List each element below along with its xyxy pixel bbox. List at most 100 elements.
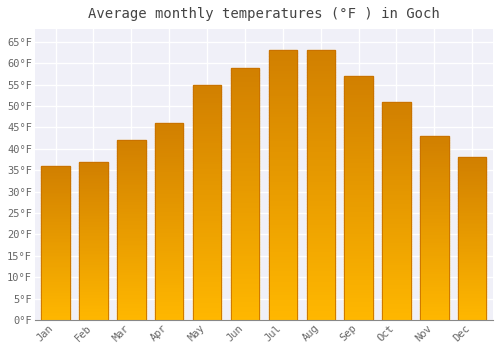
Bar bbox=[230, 189, 259, 191]
Bar bbox=[79, 274, 108, 276]
Bar bbox=[117, 144, 145, 146]
Bar bbox=[382, 165, 410, 167]
Bar bbox=[117, 207, 145, 209]
Bar bbox=[155, 279, 184, 281]
Bar bbox=[117, 171, 145, 173]
Bar bbox=[193, 296, 222, 299]
Bar bbox=[42, 232, 70, 234]
Bar bbox=[420, 198, 448, 201]
Bar bbox=[306, 99, 335, 102]
Bar bbox=[230, 80, 259, 83]
Bar bbox=[42, 269, 70, 271]
Bar bbox=[268, 263, 297, 266]
Bar bbox=[79, 163, 108, 165]
Bar bbox=[344, 132, 373, 135]
Bar bbox=[79, 244, 108, 246]
Bar bbox=[230, 146, 259, 148]
Bar bbox=[193, 134, 222, 136]
Bar bbox=[230, 272, 259, 274]
Bar bbox=[193, 268, 222, 271]
Bar bbox=[230, 68, 259, 320]
Bar bbox=[155, 269, 184, 271]
Bar bbox=[458, 229, 486, 231]
Bar bbox=[117, 241, 145, 243]
Bar bbox=[42, 191, 70, 192]
Bar bbox=[117, 255, 145, 257]
Bar bbox=[344, 205, 373, 208]
Bar bbox=[420, 259, 448, 261]
Bar bbox=[306, 226, 335, 228]
Bar bbox=[230, 229, 259, 232]
Bar bbox=[117, 218, 145, 219]
Bar bbox=[382, 250, 410, 252]
Bar bbox=[79, 171, 108, 173]
Bar bbox=[155, 243, 184, 245]
Bar bbox=[79, 204, 108, 206]
Bar bbox=[155, 263, 184, 265]
Bar bbox=[344, 288, 373, 291]
Bar bbox=[193, 228, 222, 231]
Bar bbox=[230, 171, 259, 174]
Bar bbox=[306, 93, 335, 96]
Bar bbox=[42, 206, 70, 208]
Bar bbox=[117, 203, 145, 205]
Bar bbox=[458, 281, 486, 282]
Bar bbox=[420, 228, 448, 230]
Bar bbox=[268, 169, 297, 172]
Bar bbox=[155, 314, 184, 316]
Bar bbox=[420, 151, 448, 153]
Bar bbox=[268, 253, 297, 255]
Bar bbox=[268, 288, 297, 290]
Bar bbox=[155, 159, 184, 161]
Bar bbox=[193, 313, 222, 315]
Bar bbox=[306, 180, 335, 182]
Bar bbox=[306, 120, 335, 123]
Bar bbox=[42, 241, 70, 243]
Bar bbox=[344, 137, 373, 140]
Bar bbox=[420, 202, 448, 204]
Bar bbox=[268, 231, 297, 234]
Bar bbox=[268, 50, 297, 53]
Bar bbox=[230, 116, 259, 118]
Bar bbox=[230, 302, 259, 305]
Bar bbox=[79, 177, 108, 179]
Bar bbox=[268, 196, 297, 199]
Bar bbox=[79, 279, 108, 280]
Bar bbox=[458, 203, 486, 204]
Bar bbox=[458, 199, 486, 201]
Bar bbox=[155, 149, 184, 151]
Bar bbox=[420, 248, 448, 250]
Bar bbox=[42, 271, 70, 272]
Bar bbox=[193, 108, 222, 111]
Bar bbox=[155, 129, 184, 131]
Bar bbox=[79, 307, 108, 309]
Bar bbox=[117, 198, 145, 199]
Bar bbox=[268, 107, 297, 110]
Bar bbox=[306, 56, 335, 58]
Bar bbox=[117, 166, 145, 167]
Bar bbox=[382, 215, 410, 217]
Bar bbox=[155, 292, 184, 294]
Bar bbox=[42, 226, 70, 228]
Bar bbox=[382, 305, 410, 307]
Bar bbox=[420, 281, 448, 283]
Bar bbox=[117, 155, 145, 156]
Bar bbox=[155, 218, 184, 219]
Bar bbox=[117, 223, 145, 225]
Bar bbox=[344, 203, 373, 205]
Bar bbox=[79, 243, 108, 244]
Bar bbox=[420, 296, 448, 298]
Bar bbox=[79, 285, 108, 287]
Bar bbox=[193, 264, 222, 266]
Bar bbox=[230, 70, 259, 72]
Bar bbox=[268, 126, 297, 128]
Bar bbox=[458, 252, 486, 253]
Bar bbox=[117, 189, 145, 191]
Bar bbox=[117, 191, 145, 192]
Bar bbox=[382, 279, 410, 281]
Bar bbox=[458, 219, 486, 221]
Bar bbox=[306, 123, 335, 126]
Bar bbox=[458, 177, 486, 178]
Bar bbox=[42, 181, 70, 183]
Bar bbox=[193, 160, 222, 162]
